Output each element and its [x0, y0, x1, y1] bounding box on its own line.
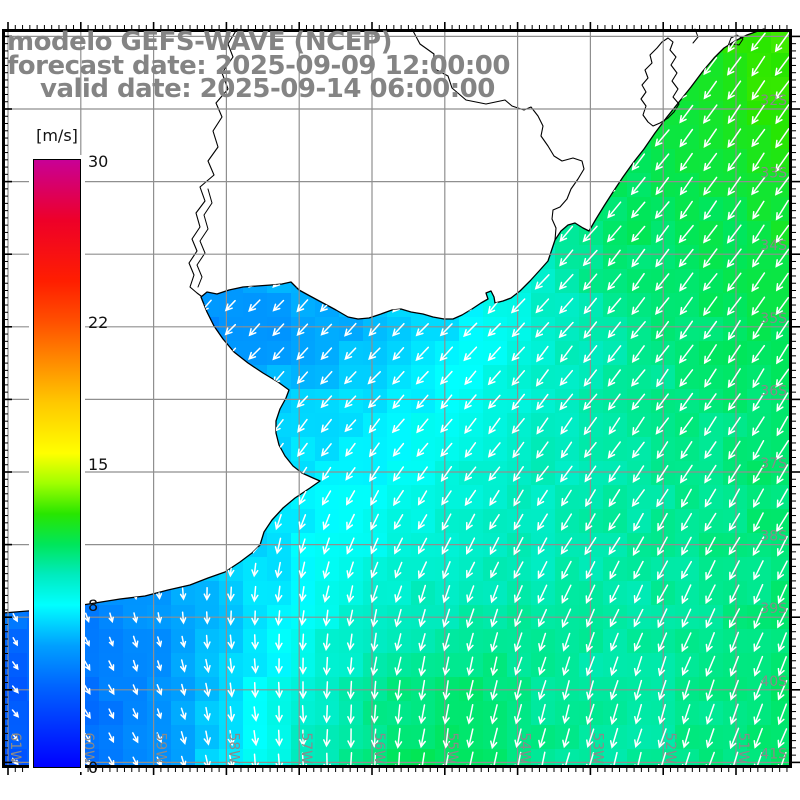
forecast-date: forecast date: 2025-09-09 12:00:00 [7, 50, 510, 81]
colorbar-tick-label: 15 [88, 454, 109, 474]
longitude-label: 53W [589, 732, 605, 764]
longitude-label: 52W [662, 732, 678, 764]
longitude-label: 59W [153, 732, 169, 764]
longitude-label: 58W [225, 732, 241, 764]
latitude-label: 38S [760, 529, 787, 545]
colorbar-tick-label: 8 [88, 595, 99, 615]
colorbar-unit-label: [m/s] [36, 126, 78, 145]
longitude-label: 55W [444, 732, 460, 764]
model-title: modelo GEFS-WAVE (NCEP) [7, 27, 392, 57]
axis-ticks [4, 22, 800, 775]
latitude-label: 34S [760, 238, 787, 254]
latitude-label: 40S [760, 674, 787, 690]
latitude-label: 35S [760, 311, 787, 327]
longitude-label: 56W [371, 732, 387, 764]
colorbar [29, 155, 85, 772]
latitude-label: 33S [760, 166, 787, 182]
longitude-label: 54W [517, 732, 533, 764]
colorbar-tick-label: 30 [88, 151, 109, 171]
latitude-label: 39S [760, 601, 787, 617]
colorbar-tick-label: 0 [88, 757, 99, 777]
colorbar-tick-label: 22 [88, 313, 109, 333]
latitude-label: 41S [760, 746, 787, 762]
latitude-label: 36S [760, 383, 787, 399]
valid-date: valid date: 2025-09-14 06:00:00 [40, 74, 495, 105]
colorbar-gradient [33, 159, 81, 768]
longitude-label: 51W [735, 732, 751, 764]
latitude-label: 37S [760, 456, 787, 472]
latitude-label: 32S [760, 93, 787, 109]
longitude-label: 61W [7, 732, 23, 764]
axis-labels: 61W 60W 59W 58W 57W 56W 55W 54W 53W 52W 51W32S33S3… [7, 93, 787, 764]
map-frame [2, 29, 792, 768]
plot-title-block: modelo GEFS-WAVE (NCEP) forecast date: 20… [7, 27, 510, 105]
longitude-label: 57W [298, 732, 314, 764]
